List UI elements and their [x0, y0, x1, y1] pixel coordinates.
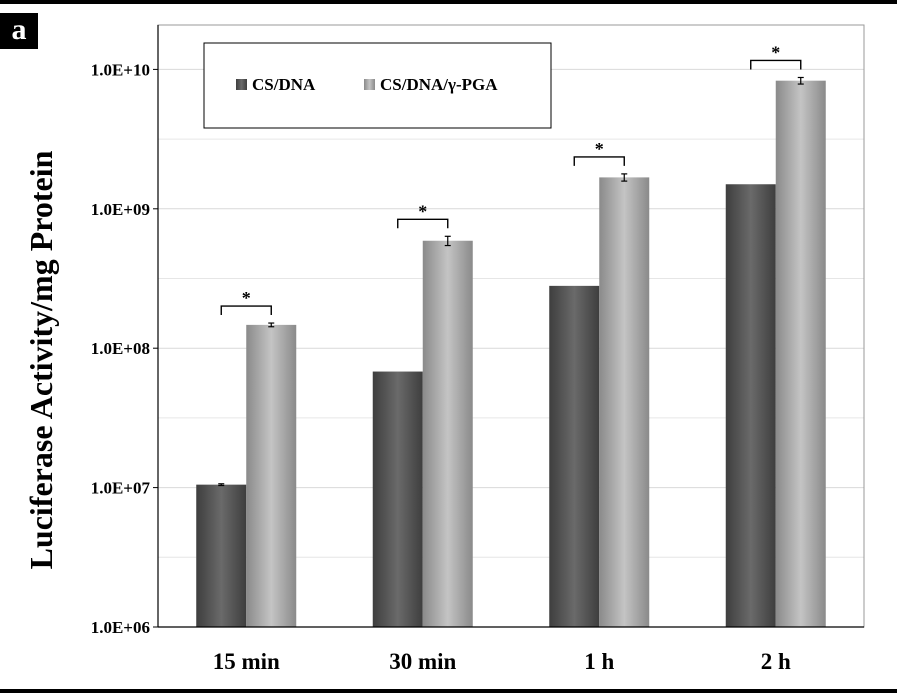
- y-tick-label: 1.0E+09: [91, 200, 150, 219]
- y-tick-label: 1.0E+07: [91, 479, 151, 498]
- significance-bracket: [220, 305, 272, 316]
- bar-cs-dna-2: [549, 285, 600, 627]
- x-tick-label: 2 h: [761, 649, 791, 674]
- bar-cs-dna-3: [725, 184, 776, 628]
- significance-star: *: [242, 288, 251, 308]
- legend-box: [203, 42, 552, 129]
- y-axis-label: Luciferase Activity/mg Protein: [23, 150, 59, 569]
- x-tick-label: 1 h: [584, 649, 614, 674]
- legend: CS/DNA CS/DNA/γ-PGA: [203, 42, 552, 129]
- bar-cs-dna-0: [196, 484, 247, 627]
- bar-cs-dna-pga-3: [775, 80, 826, 627]
- bars: [196, 76, 826, 628]
- x-tick-label: 15 min: [213, 649, 280, 674]
- legend-swatch: [236, 79, 247, 90]
- legend-label: CS/DNA: [252, 75, 316, 94]
- significance-star: *: [595, 139, 604, 159]
- bar-cs-dna-1: [372, 371, 423, 627]
- bar-cs-dna-pga-1: [422, 240, 473, 627]
- legend-label: CS/DNA/γ-PGA: [380, 75, 498, 94]
- significance-bracket: [573, 156, 625, 166]
- x-tick-label: 30 min: [389, 649, 456, 674]
- significance-star: *: [771, 42, 780, 62]
- significance-bracket: [397, 218, 449, 229]
- significance-star: *: [418, 201, 427, 221]
- significance-bracket: [750, 59, 802, 70]
- legend-swatch: [364, 79, 375, 90]
- axes: 1.0E+06 1.0E+07 1.0E+08 1.0E+09 1.0E+10 Lucif…: [23, 24, 865, 674]
- significance-markers: * * * *: [220, 42, 802, 316]
- panel-label: a: [0, 13, 38, 49]
- bar-cs-dna-pga-0: [246, 324, 297, 627]
- y-tick-label: 1.0E+08: [91, 339, 150, 358]
- y-tick-label: 1.0E+10: [91, 60, 150, 79]
- y-tick-label: 1.0E+06: [91, 618, 150, 637]
- bar-cs-dna-pga-2: [599, 177, 650, 627]
